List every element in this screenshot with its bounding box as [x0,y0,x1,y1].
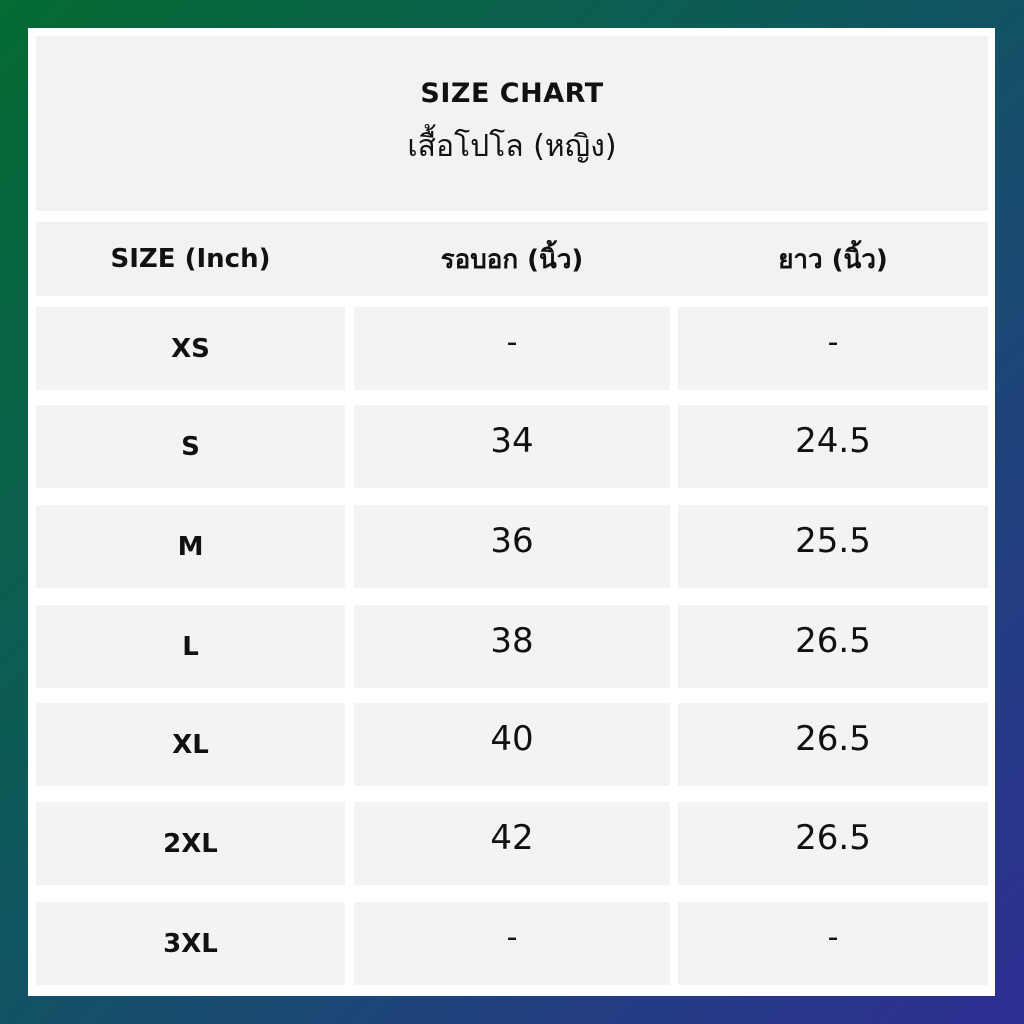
table-cell-length: 26.5 [678,802,988,885]
table-cell-size: 3XL [36,902,345,985]
table-cell-length: 25.5 [678,505,988,588]
table-cell-chest: - [354,902,670,985]
table-cell-length: 26.5 [678,703,988,786]
header-length: ยาว (นิ้ว) [778,244,888,275]
header-row: SIZE (Inch) รอบอก (นิ้ว) ยาว (นิ้ว) [36,222,988,296]
title-cell: SIZE CHART เสื้อโปโล (หญิง) [36,36,988,211]
table-cell-length: - [678,307,988,390]
size-chart-panel: SIZE CHART เสื้อโปโล (หญิง) SIZE (Inch) … [28,28,995,996]
table-cell-chest: 36 [354,505,670,588]
chart-title: SIZE CHART [420,77,604,109]
table-cell-size: XL [36,703,345,786]
table-cell-size: L [36,605,345,688]
table-cell-length: - [678,902,988,985]
header-chest: รอบอก (นิ้ว) [440,244,584,275]
table-cell-length: 24.5 [678,405,988,488]
table-cell-chest: 38 [354,605,670,688]
table-cell-size: M [36,505,345,588]
header-size: SIZE (Inch) [110,244,271,274]
table-cell-chest: 40 [354,703,670,786]
table-cell-size: 2XL [36,802,345,885]
table-cell-chest: - [354,307,670,390]
table-cell-chest: 42 [354,802,670,885]
table-cell-size: S [36,405,345,488]
chart-subtitle: เสื้อโปโล (หญิง) [407,128,617,164]
table-cell-length: 26.5 [678,605,988,688]
table-cell-size: XS [36,307,345,390]
table-cell-chest: 34 [354,405,670,488]
